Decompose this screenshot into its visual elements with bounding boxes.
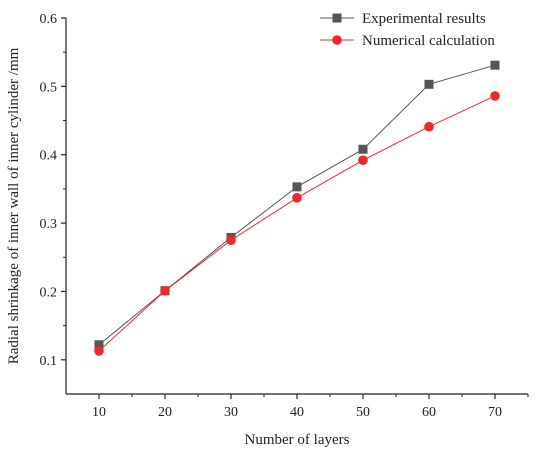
x-tick-label: 20 — [158, 405, 172, 420]
x-tick-label: 50 — [356, 405, 370, 420]
data-point — [358, 144, 368, 154]
data-point — [292, 192, 302, 203]
y-tick-label: 0.3 — [40, 217, 58, 232]
y-tick-label: 0.2 — [40, 285, 58, 300]
data-point — [424, 121, 434, 132]
series-1 — [94, 60, 500, 350]
data-point — [292, 182, 302, 192]
y-tick-label: 0.1 — [40, 354, 58, 369]
y-tick-label: 0.5 — [40, 80, 58, 95]
x-axis-ticks: 10 20 30 40 50 60 70 — [92, 394, 529, 420]
data-point — [358, 155, 368, 165]
data-point — [94, 340, 104, 350]
data-point — [490, 91, 500, 101]
legend-item: Numerical calculation — [320, 33, 495, 49]
x-tick-label: 70 — [488, 405, 502, 420]
data-point — [424, 79, 434, 89]
legend-label: Numerical calculation — [362, 33, 495, 49]
data-point — [94, 346, 104, 356]
legend-label: Experimental results — [362, 11, 486, 27]
series-layer — [94, 60, 500, 356]
x-tick-label: 40 — [290, 405, 304, 420]
x-tick-label: 10 — [92, 405, 106, 420]
legend-marker — [332, 35, 342, 45]
y-axis-title: Radial shrinkage of inner wall of inner … — [6, 47, 22, 364]
x-tick-label: 30 — [224, 405, 238, 420]
data-point — [226, 235, 236, 245]
x-tick-label: 60 — [422, 405, 436, 420]
legend-marker — [332, 13, 342, 23]
series-2 — [94, 91, 500, 356]
x-axis-title: Number of layers — [245, 432, 350, 448]
y-tick-label: 0.6 — [40, 12, 58, 27]
y-axis-ticks: 0.1 0.2 0.3 0.4 0.5 0.6 — [40, 12, 66, 369]
series-line — [98, 64, 496, 346]
legend-item: Experimental results — [320, 11, 486, 27]
legend: Experimental results Numerical calculatio… — [320, 11, 495, 49]
y-tick-label: 0.4 — [40, 149, 58, 164]
series-line — [98, 95, 496, 352]
data-point — [490, 60, 500, 70]
data-point — [160, 285, 170, 296]
chart-axes — [65, 18, 528, 395]
